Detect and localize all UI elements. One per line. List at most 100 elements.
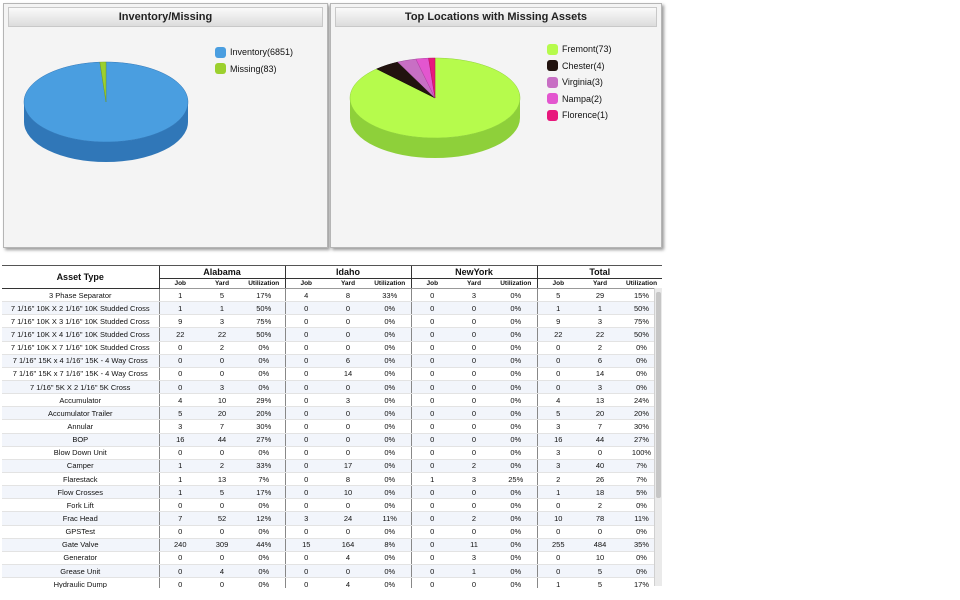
pie-slice[interactable] xyxy=(428,57,436,99)
asset-type-header[interactable]: Asset Type xyxy=(2,266,159,289)
yard-cell: 0 xyxy=(327,419,369,434)
job-cell: 0 xyxy=(284,551,327,565)
asset-type-cell: Camper xyxy=(2,459,159,473)
job-cell: 0 xyxy=(536,525,580,539)
table-row[interactable]: 7 1/16" 10K X 3 1/16" 10K Studded Cross 9… xyxy=(2,314,662,329)
job-cell: 0 xyxy=(410,433,454,447)
grid-scrollbar-thumb[interactable] xyxy=(656,292,661,498)
yard-cell: 14 xyxy=(579,367,622,381)
utilization-cell: 11% xyxy=(621,511,662,526)
legend-item[interactable]: Inventory(6851) xyxy=(215,44,293,61)
legend-item[interactable]: Fremont(73) xyxy=(547,41,612,58)
job-cell: 0 xyxy=(536,367,580,381)
group-header-newyork[interactable]: NewYork xyxy=(410,266,538,279)
table-row[interactable]: Generator 0 0 0% 0 4 0% 0 3 0% 0 10 0% xyxy=(2,551,662,565)
subheader-job[interactable]: Job xyxy=(284,278,327,289)
asset-type-cell: Flarestack xyxy=(2,472,159,487)
job-cell: 0 xyxy=(536,498,580,513)
subheader-utilization[interactable]: Utilization xyxy=(243,278,285,289)
job-cell: 0 xyxy=(410,341,454,355)
legend-item[interactable]: Florence(1) xyxy=(547,107,612,124)
yard-cell: 4 xyxy=(327,577,369,588)
job-cell: 0 xyxy=(410,511,454,526)
table-row[interactable]: Accumulator Trailer 5 20 20% 0 0 0% 0 0 0% 5 20 20% xyxy=(2,406,662,421)
table-row[interactable]: 7 1/16" 15K x 7 1/16" 15K - 4 Way Cross 0… xyxy=(2,367,662,381)
yard-cell: 0 xyxy=(453,433,496,447)
table-row[interactable]: Flarestack 1 13 7% 0 8 0% 1 3 25% 2 26 7% xyxy=(2,472,662,487)
yard-cell: 5 xyxy=(201,485,243,500)
subheader-yard[interactable]: Yard xyxy=(327,278,369,289)
table-row[interactable]: Accumulator 4 10 29% 0 3 0% 0 0 0% 4 13 24% xyxy=(2,393,662,408)
yard-cell: 20 xyxy=(201,406,243,421)
legend-item[interactable]: Virginia(3) xyxy=(547,74,612,91)
job-cell: 0 xyxy=(410,525,454,539)
table-row[interactable]: Flow Crosses 1 5 17% 0 10 0% 0 0 0% 1 18 5% xyxy=(2,485,662,500)
utilization-cell: 75% xyxy=(243,314,285,329)
yard-cell: 22 xyxy=(579,327,622,342)
utilization-cell: 0% xyxy=(243,525,285,539)
job-cell: 0 xyxy=(410,393,454,408)
subheader-yard[interactable]: Yard xyxy=(201,278,243,289)
yard-cell: 29 xyxy=(579,288,622,303)
utilization-cell: 50% xyxy=(621,301,662,316)
subheader-job[interactable]: Job xyxy=(410,278,454,289)
table-row[interactable]: 3 Phase Separator 1 5 17% 4 8 33% 0 3 0% 5 29 15% xyxy=(2,288,662,303)
group-header-total[interactable]: Total xyxy=(536,266,662,279)
table-row[interactable]: Grease Unit 0 4 0% 0 0 0% 0 1 0% 0 5 0% xyxy=(2,564,662,579)
table-row[interactable]: Fork Lift 0 0 0% 0 0 0% 0 0 0% 0 2 0% xyxy=(2,498,662,513)
utilization-cell: 50% xyxy=(243,301,285,316)
subheader-job[interactable]: Job xyxy=(158,278,201,289)
utilization-cell: 0% xyxy=(369,446,412,460)
yard-cell: 13 xyxy=(201,472,243,487)
table-row[interactable]: 7 1/16" 15K x 4 1/16" 15K - 4 Way Cross 0… xyxy=(2,354,662,368)
yard-cell: 17 xyxy=(327,459,369,473)
job-cell: 0 xyxy=(536,341,580,355)
table-row[interactable]: Annular 3 7 30% 0 0 0% 0 0 0% 3 7 30% xyxy=(2,419,662,434)
table-row[interactable]: Blow Down Unit 0 0 0% 0 0 0% 0 0 0% 3 0 100% xyxy=(2,446,662,460)
subheader-utilization[interactable]: Utilization xyxy=(621,278,662,289)
subheader-utilization[interactable]: Utilization xyxy=(369,278,412,289)
pie-slice[interactable] xyxy=(99,61,107,103)
job-cell: 0 xyxy=(284,406,327,421)
legend-item[interactable]: Missing(83) xyxy=(215,61,293,78)
utilization-cell: 0% xyxy=(495,511,538,526)
utilization-cell: 0% xyxy=(369,498,412,513)
grid-scrollbar[interactable] xyxy=(654,288,662,586)
legend-item[interactable]: Nampa(2) xyxy=(547,91,612,108)
job-cell: 0 xyxy=(536,551,580,565)
utilization-cell: 0% xyxy=(369,551,412,565)
asset-utilization-grid: Asset Type Alabama Idaho NewYork Total J… xyxy=(2,265,662,588)
table-row[interactable]: Camper 1 2 33% 0 17 0% 0 2 0% 3 40 7% xyxy=(2,459,662,473)
group-header-alabama[interactable]: Alabama xyxy=(158,266,285,279)
subheader-job[interactable]: Job xyxy=(536,278,580,289)
table-row[interactable]: 7 1/16" 5K X 2 1/16" 5K Cross 0 3 0% 0 0 0% 0 0 0… xyxy=(2,380,662,395)
table-row[interactable]: Frac Head 7 52 12% 3 24 11% 0 2 0% 10 78 11% xyxy=(2,511,662,526)
utilization-cell: 33% xyxy=(369,288,412,303)
yard-cell: 309 xyxy=(201,538,243,552)
table-row[interactable]: Gate Valve 240 309 44% 15 164 8% 0 11 0% 255 484 35% xyxy=(2,538,662,552)
table-row[interactable]: Hydraulic Dump 0 0 0% 0 4 0% 0 0 0% 1 5 17% xyxy=(2,577,662,588)
table-row[interactable]: 7 1/16" 10K X 4 1/16" 10K Studded Cross 2… xyxy=(2,327,662,342)
table-row[interactable]: BOP 16 44 27% 0 0 0% 0 0 0% 16 44 27% xyxy=(2,433,662,447)
yard-cell: 0 xyxy=(453,419,496,434)
yard-cell: 0 xyxy=(327,498,369,513)
legend-label: Inventory(6851) xyxy=(230,47,294,58)
table-row[interactable]: 7 1/16" 10K X 7 1/16" 10K Studded Cross 0… xyxy=(2,341,662,355)
utilization-cell: 0% xyxy=(495,551,538,565)
job-cell: 3 xyxy=(536,446,580,460)
yard-cell: 0 xyxy=(201,498,243,513)
table-row[interactable]: GPSTest 0 0 0% 0 0 0% 0 0 0% 0 0 0% xyxy=(2,525,662,539)
job-cell: 0 xyxy=(410,538,454,552)
group-header-idaho[interactable]: Idaho xyxy=(284,266,412,279)
job-cell: 3 xyxy=(536,459,580,473)
yard-cell: 0 xyxy=(453,485,496,500)
subheader-yard[interactable]: Yard xyxy=(579,278,622,289)
table-row[interactable]: 7 1/16" 10K X 2 1/16" 10K Studded Cross 1… xyxy=(2,301,662,316)
subheader-yard[interactable]: Yard xyxy=(453,278,496,289)
legend-item[interactable]: Chester(4) xyxy=(547,58,612,75)
subheader-utilization[interactable]: Utilization xyxy=(495,278,538,289)
job-cell: 0 xyxy=(284,367,327,381)
job-cell: 9 xyxy=(536,314,580,329)
top-locations-pie xyxy=(349,57,521,158)
top-locations-title: Top Locations with Missing Assets xyxy=(335,7,657,27)
